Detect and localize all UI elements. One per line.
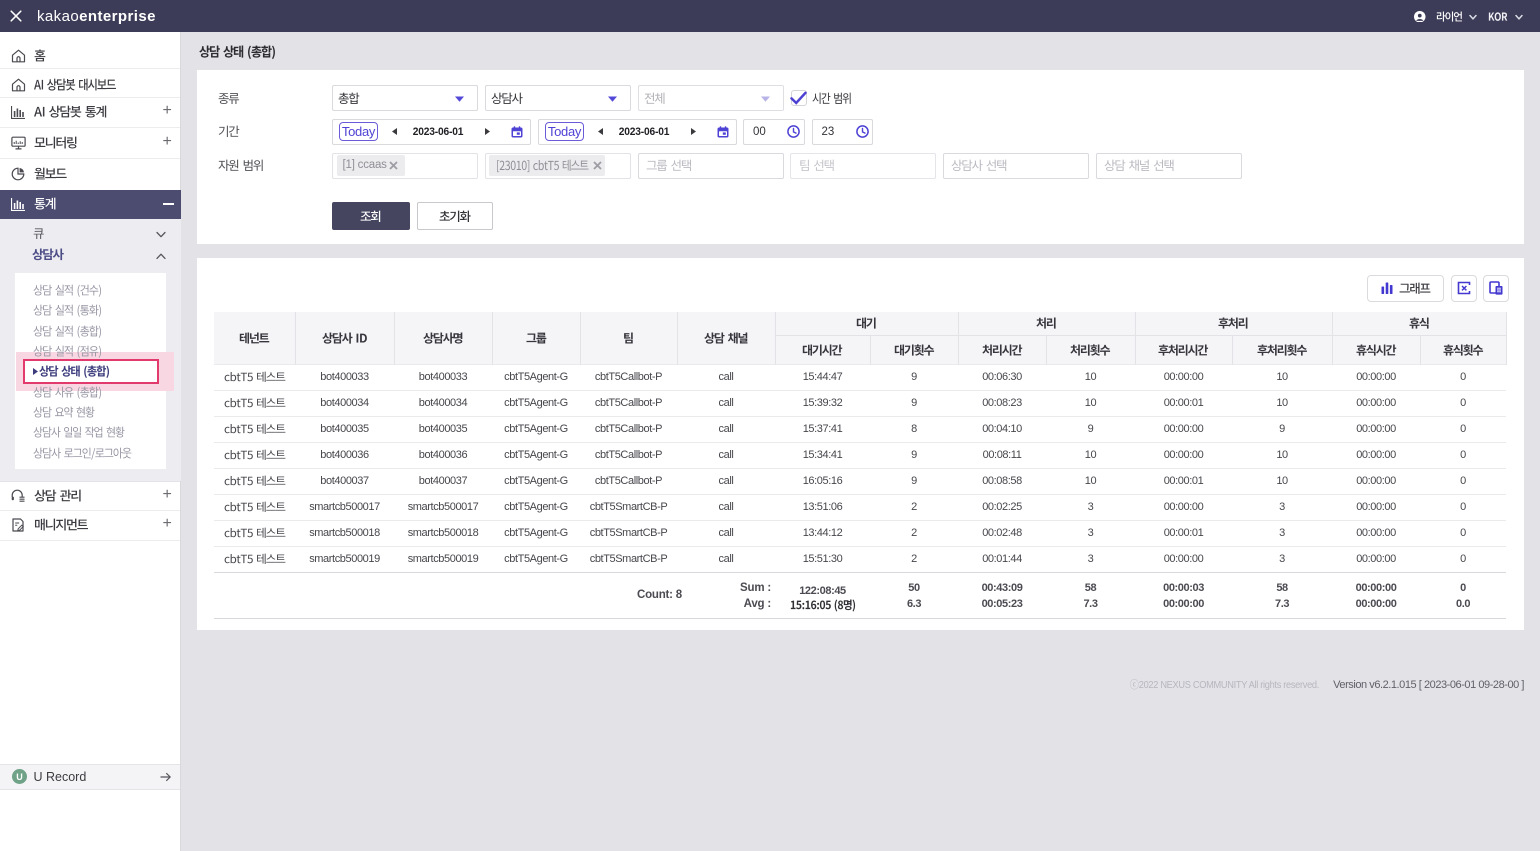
svg-text:U: U <box>16 772 23 782</box>
